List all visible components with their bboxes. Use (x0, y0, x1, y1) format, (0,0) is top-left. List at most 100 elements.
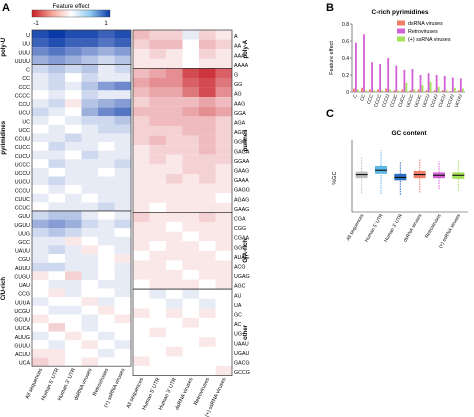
heat-cell (215, 30, 232, 40)
heat-cell (199, 39, 216, 50)
heat-cell (81, 279, 98, 289)
heat-cell (199, 231, 216, 242)
group-box (31, 210, 132, 367)
row-label: CCG (18, 292, 30, 298)
heat-cell (32, 30, 49, 39)
heat-cell (98, 167, 115, 177)
heat-cell (32, 47, 49, 56)
heat-cell (65, 288, 82, 298)
row-label: UUG (18, 231, 30, 237)
heat-cell (166, 260, 183, 270)
heat-cell (149, 87, 166, 98)
heat-cell (32, 348, 49, 358)
heat-cell (65, 98, 82, 108)
heat-cell (32, 314, 49, 324)
heat-cell (133, 116, 150, 126)
box-category-label: All sequences (345, 212, 365, 241)
column-label: dsRNA viruses (174, 377, 194, 411)
heat-cell (133, 145, 150, 155)
heat-cell (182, 337, 199, 347)
heat-cell (114, 219, 131, 229)
panel-letter-a: A (2, 2, 10, 14)
bar (355, 42, 357, 92)
heat-cell (199, 250, 216, 261)
bar-y-tick-label: 0 (346, 90, 349, 96)
heat-cell (32, 245, 49, 255)
row-label: ACG (234, 265, 245, 271)
bar-category-label: CCC (366, 93, 374, 105)
heat-cell (65, 279, 82, 289)
heat-cell (182, 260, 199, 270)
heat-cell (114, 331, 131, 341)
heat-cell (133, 327, 150, 338)
heat-cell (114, 262, 131, 272)
legend-swatch (397, 28, 405, 34)
heat-cell (32, 150, 49, 160)
bar (449, 91, 452, 92)
heat-cell (133, 135, 150, 146)
heat-cell (133, 39, 150, 50)
bar-y-tick-label: 0.4 (342, 56, 349, 62)
heat-cell (166, 356, 183, 366)
row-label: GACG (234, 361, 250, 367)
heat-cell (215, 145, 232, 155)
column-label: Retroviruses (92, 367, 110, 397)
heat-cell (114, 73, 131, 82)
heat-cell (98, 219, 115, 229)
group-box (132, 288, 233, 376)
heat-cell (149, 135, 166, 146)
row-label: UAU (19, 283, 30, 289)
bar (453, 87, 456, 92)
row-label: UA (234, 303, 242, 309)
heat-cell (81, 124, 98, 134)
heat-cell (114, 142, 131, 151)
heat-cell (133, 87, 150, 98)
heat-cell (114, 47, 131, 56)
heat-cell (149, 183, 166, 194)
heat-cell (98, 107, 115, 117)
row-label: CUUC (15, 197, 30, 203)
heat-cell (114, 254, 131, 263)
heat-cell (182, 318, 199, 328)
row-label: UU (22, 42, 30, 48)
heat-cell (65, 262, 82, 272)
heat-cell (149, 289, 166, 299)
heat-cell (215, 318, 232, 328)
heat-cell (182, 231, 199, 242)
heat-cell (149, 270, 166, 280)
row-label: UUUU (15, 59, 30, 65)
heat-cell (133, 250, 150, 261)
row-label: CCU (19, 102, 31, 108)
heat-cell (133, 202, 150, 213)
heat-cell (32, 288, 49, 298)
heat-cell (65, 124, 82, 134)
row-label: CUGU (14, 274, 30, 280)
row-label: GCUU (14, 318, 30, 324)
heat-cell (114, 30, 131, 39)
heat-cell (215, 212, 232, 222)
heat-cell (48, 124, 65, 134)
bar (457, 90, 460, 92)
heat-cell (199, 116, 216, 126)
heat-cell (166, 135, 183, 146)
box-category-label: Retroviruses (424, 212, 443, 239)
row-label: AC (234, 322, 242, 328)
heat-cell (65, 297, 82, 306)
heat-cell (215, 58, 232, 69)
heat-cell (199, 279, 216, 290)
heat-cell (48, 314, 65, 324)
heat-cell (48, 176, 65, 186)
heat-cell (133, 164, 150, 174)
heat-cell (48, 262, 65, 272)
heat-cell (149, 145, 166, 155)
heat-cell (81, 254, 98, 263)
heat-cell (81, 98, 98, 108)
heat-cell (65, 219, 82, 229)
heat-cell (65, 142, 82, 151)
heat-cell (166, 145, 183, 155)
heat-cell (166, 30, 183, 40)
bar-y-axis-label: Feature effect (329, 41, 335, 75)
heat-cell (166, 183, 183, 194)
heat-cell (133, 49, 150, 59)
heat-cell (32, 236, 49, 246)
